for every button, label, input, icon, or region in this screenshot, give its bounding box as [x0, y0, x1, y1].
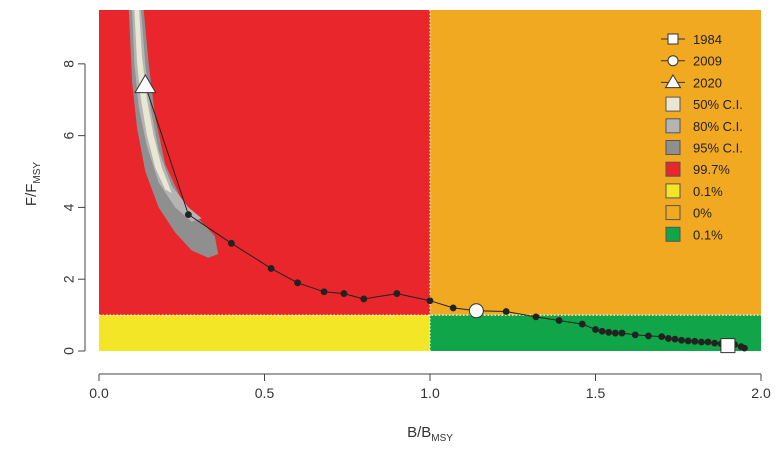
legend-swatch	[665, 226, 681, 242]
trajectory-point	[691, 337, 699, 345]
trajectory-point	[658, 333, 666, 341]
trajectory-point	[360, 295, 368, 303]
legend-entry: 0%	[665, 205, 712, 221]
trajectory-point	[426, 297, 434, 305]
y-axis-title: F/FMSY	[23, 162, 43, 207]
x-tick-label: 2.0	[751, 385, 771, 401]
legend-entry: 80% C.I.	[665, 118, 743, 134]
legend-swatch	[665, 118, 681, 134]
legend-marker-circle	[667, 55, 679, 67]
trajectory-point	[449, 304, 457, 312]
trajectory-point	[592, 326, 599, 333]
legend-swatch	[665, 183, 681, 199]
legend-label: 80% C.I.	[693, 119, 743, 134]
legend-entry: 1984	[661, 32, 722, 47]
y-tick-label: 4	[61, 203, 77, 211]
trajectory-point	[340, 290, 348, 297]
legend-marker-square	[667, 33, 679, 45]
legend-label: 2020	[693, 75, 722, 90]
x-tick-label: 0.5	[255, 385, 275, 401]
y-axis-title-main: F/F	[23, 184, 40, 207]
quadrant-overfished-not-overfishing	[99, 315, 430, 351]
trajectory-layer	[134, 74, 748, 354]
y-tick-label: 2	[61, 275, 77, 283]
trajectory-point	[664, 335, 672, 342]
trajectory-point	[555, 317, 563, 324]
trajectory-point	[711, 339, 719, 347]
legend-label: 0%	[693, 206, 712, 221]
trajectory-point	[228, 239, 235, 247]
quadrant-not-overfished-overfishing	[430, 10, 761, 316]
legend-swatch	[665, 140, 681, 155]
trajectory-point	[605, 328, 613, 336]
trajectory-point	[698, 338, 705, 346]
trajectory-point	[502, 308, 510, 315]
trajectory-point	[741, 344, 748, 352]
y-axis-title-sub: MSY	[32, 162, 43, 184]
y-tick-label: 6	[61, 132, 77, 140]
x-axis-title: B/BMSY	[407, 424, 453, 444]
point-1984	[720, 338, 736, 354]
legend-label: 0.1%	[693, 184, 723, 199]
x-tick-label: 1.0	[420, 385, 440, 401]
trajectory-point	[704, 338, 712, 346]
legend-label: 1984	[693, 32, 722, 47]
confidence-region-layer	[128, 10, 219, 258]
trajectory-point	[631, 331, 639, 339]
ci-region-50-c-i-	[134, 10, 172, 194]
trajectory-point	[671, 335, 679, 343]
legend-label: 95% C.I.	[693, 141, 743, 156]
legend-entry: 95% C.I.	[665, 140, 743, 156]
trajectory-point	[598, 327, 606, 335]
legend-entry: 2009	[661, 54, 722, 69]
x-tick-label: 1.5	[586, 385, 606, 401]
trajectory-point	[184, 211, 192, 219]
x-axis-title-sub: MSY	[431, 433, 453, 444]
legend-swatch	[665, 96, 681, 112]
axes-layer: 0.0 0.5 1.0 1.5 2.0 0 2 4 6 8	[61, 60, 771, 401]
legend-swatch	[665, 161, 681, 177]
trajectory-point	[267, 265, 275, 272]
legend-label: 0.1%	[693, 227, 723, 242]
quadrant-not-overfished-not-overfishing	[430, 315, 761, 351]
quadrant-layer	[99, 10, 761, 351]
trajectory-point	[532, 313, 540, 321]
legend-marker-triangle	[664, 73, 682, 89]
legend-entry: 0.1%	[665, 183, 723, 199]
legend-label: 99.7%	[693, 162, 730, 177]
trajectory-point	[578, 320, 586, 328]
legend-label: 2009	[693, 54, 722, 69]
trajectory-point	[618, 329, 626, 337]
legend-label: 50% C.I.	[693, 97, 743, 112]
point-2020	[134, 74, 157, 94]
legend-swatch	[665, 205, 681, 221]
reference-line-layer	[99, 10, 761, 351]
point-2009	[468, 303, 484, 319]
x-tick-label: 0.0	[89, 385, 109, 401]
legend: 1984 2009 2020 50% C.I. 80% C.I. 95% C.I. 99.7…	[661, 32, 743, 242]
trajectory-point	[645, 332, 652, 340]
legend-entry: 0.1%	[665, 226, 723, 242]
y-tick-label: 8	[61, 60, 77, 68]
trajectory-point	[320, 288, 328, 296]
trajectory-point	[678, 336, 685, 344]
legend-entry: 99.7%	[665, 161, 730, 177]
trajectory-point	[684, 337, 692, 345]
y-tick-label: 0	[61, 347, 77, 355]
legend-entry: 2020	[661, 73, 722, 90]
trajectory-point	[611, 329, 619, 337]
trajectory-point	[294, 279, 301, 287]
legend-entry: 50% C.I.	[665, 96, 743, 112]
x-axis-title-main: B/B	[407, 424, 431, 441]
trajectory-point	[393, 290, 401, 297]
